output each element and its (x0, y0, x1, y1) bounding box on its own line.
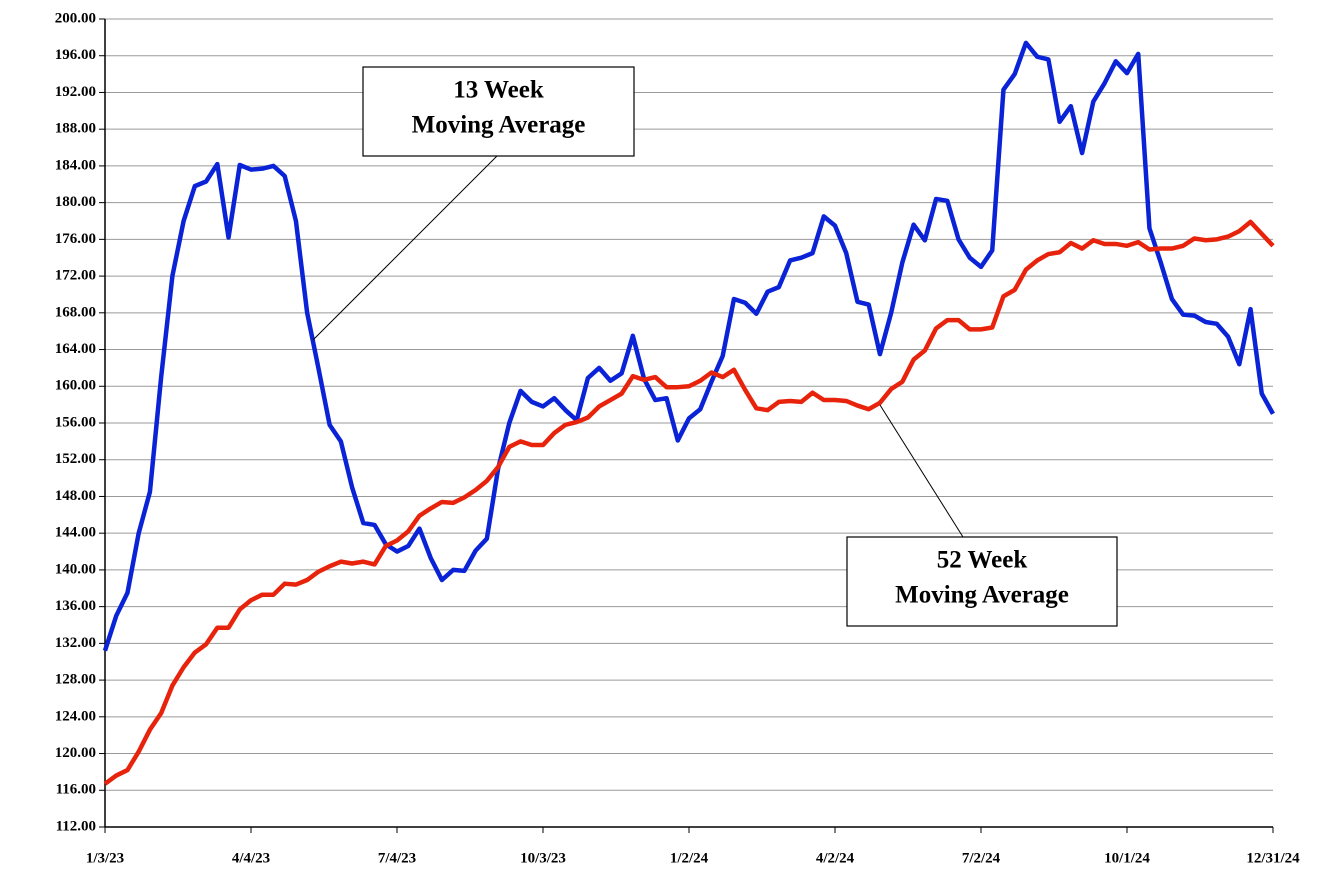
y-tick-label: 164.00 (55, 341, 96, 357)
y-tick-label: 200.00 (55, 10, 96, 26)
y-tick-label: 168.00 (55, 304, 96, 320)
y-tick-label: 172.00 (55, 268, 96, 284)
y-tick-label: 140.00 (55, 561, 96, 577)
annotation-leader (879, 404, 964, 538)
x-tick-label: 4/2/24 (816, 850, 855, 866)
y-tick-label: 184.00 (55, 157, 96, 173)
y-tick-label: 112.00 (56, 818, 96, 834)
annotation-text: 52 Week (937, 547, 1028, 574)
annotation-text: Moving Average (412, 112, 586, 139)
y-tick-label: 160.00 (55, 378, 96, 394)
x-tick-label: 10/3/23 (520, 850, 566, 866)
y-tick-label: 148.00 (55, 488, 96, 504)
x-tick-label: 4/4/23 (232, 850, 270, 866)
y-tick-label: 144.00 (55, 525, 96, 541)
annotation-box (846, 536, 1118, 627)
y-tick-label: 192.00 (55, 84, 96, 100)
x-tick-label: 1/3/23 (86, 850, 124, 866)
y-tick-label: 152.00 (55, 451, 96, 467)
y-tick-label: 188.00 (55, 121, 96, 137)
x-tick-label: 12/31/24 (1246, 850, 1300, 866)
y-tick-label: 116.00 (56, 782, 96, 798)
annotation-box (362, 66, 635, 157)
y-tick-label: 196.00 (55, 47, 96, 63)
y-tick-label: 156.00 (55, 414, 96, 430)
series-line (102, 40, 1275, 652)
y-tick-label: 136.00 (55, 598, 96, 614)
y-tick-label: 132.00 (55, 635, 96, 651)
y-tick-label: 180.00 (55, 194, 96, 210)
x-tick-label: 7/4/23 (378, 850, 416, 866)
x-tick-label: 7/2/24 (962, 850, 1001, 866)
annotation-text: Moving Average (895, 582, 1069, 609)
annotation-leader (312, 155, 498, 341)
x-tick-label: 1/2/24 (670, 850, 709, 866)
y-tick-label: 128.00 (55, 672, 96, 688)
y-tick-label: 120.00 (55, 745, 96, 761)
y-tick-label: 124.00 (55, 708, 96, 724)
annotation-text: 13 Week (453, 77, 544, 104)
y-tick-label: 176.00 (55, 231, 96, 247)
x-tick-label: 10/1/24 (1104, 850, 1150, 866)
series-line (103, 219, 1275, 786)
